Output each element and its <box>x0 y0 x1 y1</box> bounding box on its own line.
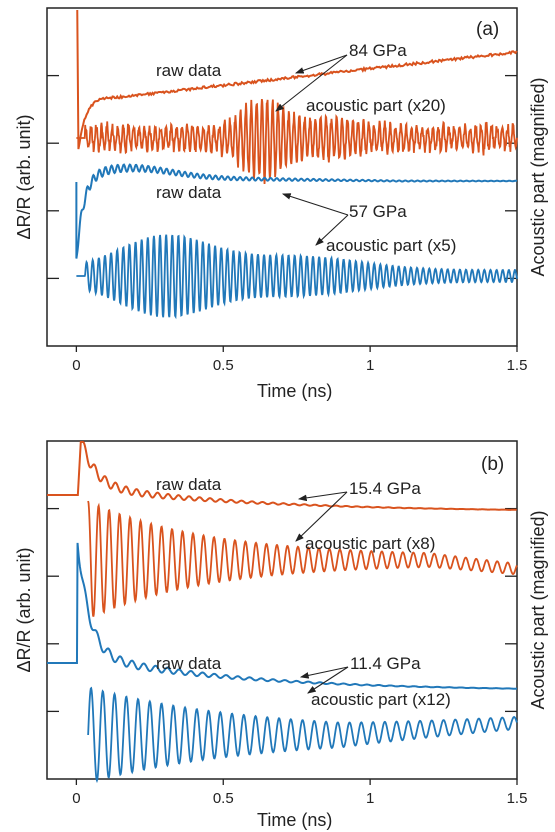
arrow-11-acoustic <box>307 666 349 694</box>
arrow-57-raw <box>281 193 349 216</box>
annotation-acoustic-84: acoustic part (x20) <box>306 96 446 115</box>
annotation-pressure-84: 84 GPa <box>349 41 407 60</box>
series-57gpa-acoustic <box>76 234 518 320</box>
axis-ticks-b: 0 0.5 1 1.5 <box>47 507 528 807</box>
series-11gpa-raw <box>47 542 518 690</box>
arrow-57-acoustic <box>315 214 349 246</box>
x-tick-label: 0.5 <box>213 357 234 374</box>
arrow-15-raw <box>297 491 348 502</box>
annotation-arrows-b <box>295 491 349 694</box>
plot-frame-b <box>46 440 518 780</box>
annotation-raw-data-57: raw data <box>156 183 222 202</box>
arrow-84-acoustic <box>275 54 348 112</box>
series-57gpa-raw <box>75 163 518 259</box>
x-axis-label-b: Time (ns) <box>257 810 332 830</box>
y-axis-label-right-a: Acoustic part (magnified) <box>528 77 548 276</box>
annotation-arrows-a <box>275 54 349 246</box>
series-84gpa-acoustic <box>76 98 518 185</box>
annotation-raw-data-15: raw data <box>156 475 222 494</box>
series-84gpa-raw <box>76 9 518 150</box>
annotation-pressure-11: 11.4 GPa <box>350 654 421 673</box>
y-axis-label-left-a: ΔR/R (arb. unit) <box>14 114 34 239</box>
x-tick-label: 0 <box>72 790 80 807</box>
arrow-11-raw <box>299 666 349 679</box>
y-axis-label-left-b: ΔR/R (arb. unit) <box>14 547 34 672</box>
series-11gpa-acoustic <box>87 686 518 784</box>
annotation-acoustic-57: acoustic part (x5) <box>326 236 456 255</box>
arrow-84-raw <box>294 54 348 74</box>
series-15gpa-acoustic <box>87 500 518 617</box>
plot-frame-a <box>46 7 518 347</box>
series-15gpa-raw <box>47 441 517 511</box>
annotation-pressure-57: 57 GPa <box>349 202 407 221</box>
annotation-raw-data-11: raw data <box>156 654 222 673</box>
panel-label-a: (a) <box>476 19 499 40</box>
annotation-raw-data-84: raw data <box>156 61 222 80</box>
panel-a: 0 0.5 1 1.5 (a) raw data 84 GPa acoustic pa… <box>14 7 548 401</box>
y-axis-label-right-b: Acoustic part (magnified) <box>528 510 548 709</box>
x-tick-label: 1.5 <box>507 790 528 807</box>
x-tick-label: 1 <box>366 790 374 807</box>
annotation-acoustic-15: acoustic part (x8) <box>305 534 435 553</box>
panel-b: 0 0.5 1 1.5 (b) raw data 15.4 GPa acoustic … <box>14 440 548 830</box>
annotation-acoustic-11: acoustic part (x12) <box>311 690 451 709</box>
annotation-pressure-15: 15.4 GPa <box>349 479 421 498</box>
x-tick-label: 1 <box>366 357 374 374</box>
panel-label-b: (b) <box>481 454 504 475</box>
x-tick-label: 1.5 <box>507 357 528 374</box>
x-tick-label: 0 <box>72 357 80 374</box>
arrow-15-acoustic <box>295 491 348 542</box>
x-tick-label: 0.5 <box>213 790 234 807</box>
x-axis-label-a: Time (ns) <box>257 381 332 401</box>
